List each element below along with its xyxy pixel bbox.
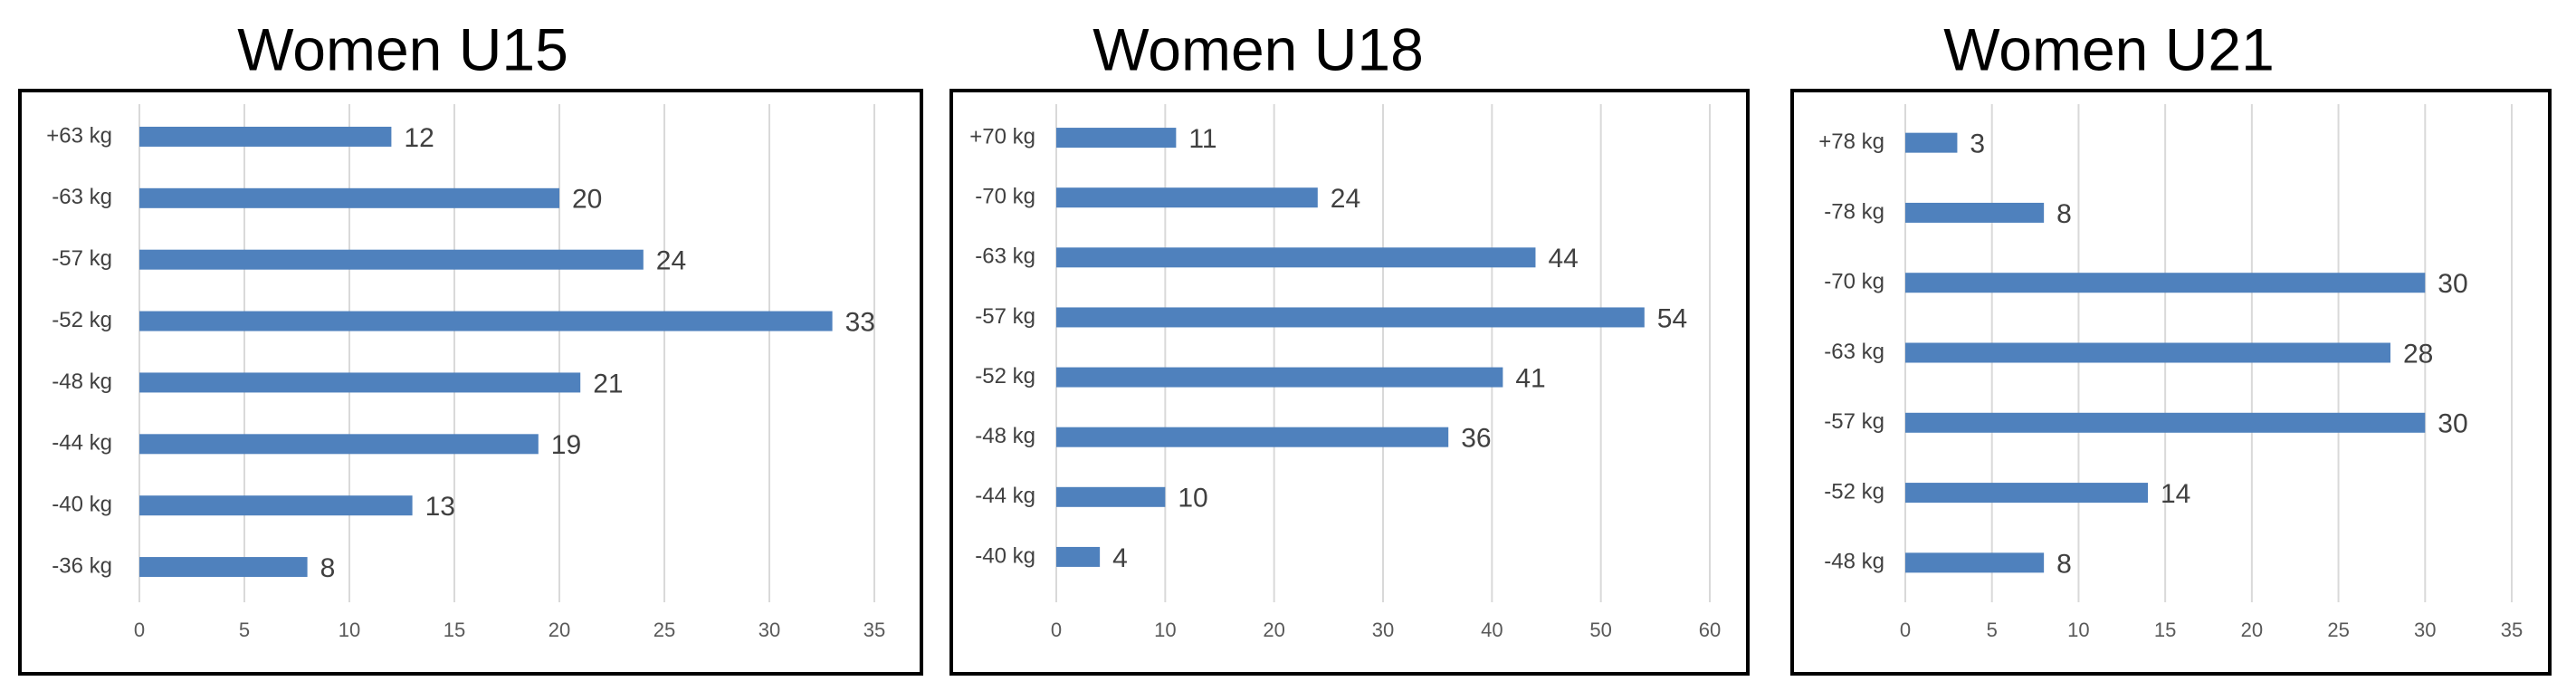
bar (1905, 342, 2390, 363)
data-label: 4 (1112, 543, 1128, 573)
x-tick-label: 5 (1987, 619, 1998, 641)
bar (139, 495, 413, 516)
bar (1056, 187, 1318, 208)
category-label: -52 kg (1824, 479, 1884, 504)
data-label: 30 (2438, 269, 2467, 299)
category-label: -70 kg (1824, 270, 1884, 294)
bar (1056, 367, 1503, 388)
category-label: -70 kg (975, 185, 1035, 209)
data-label: 41 (1515, 363, 1545, 393)
bar (139, 311, 833, 331)
category-label: -48 kg (1824, 550, 1884, 574)
x-tick-label: 25 (2327, 619, 2349, 641)
category-label: +78 kg (1818, 130, 1884, 154)
data-label: 30 (2438, 409, 2467, 439)
bar (1056, 427, 1449, 447)
panel-frame (1790, 89, 2552, 676)
x-tick-label: 40 (1481, 619, 1503, 641)
bar (1056, 307, 1645, 328)
x-tick-label: 50 (1589, 619, 1611, 641)
x-tick-label: 30 (1372, 619, 1394, 641)
data-label: 33 (845, 307, 875, 337)
data-label: 3 (1970, 130, 1985, 159)
data-label: 8 (320, 553, 336, 583)
data-label: 28 (2403, 339, 2433, 369)
category-label: -57 kg (1824, 409, 1884, 434)
bar (139, 434, 539, 455)
chart-title: Women U21 (1943, 15, 2275, 82)
x-tick-label: 15 (2154, 619, 2176, 641)
category-label: -44 kg (52, 431, 112, 456)
bar (139, 372, 581, 393)
category-label: -52 kg (52, 308, 112, 332)
x-tick-label: 20 (549, 619, 570, 641)
category-label: -48 kg (975, 424, 1035, 448)
category-label: -48 kg (52, 369, 112, 394)
x-tick-label: 10 (2067, 619, 2089, 641)
data-label: 11 (1188, 124, 1216, 154)
x-tick-label: 25 (654, 619, 675, 641)
bar (1056, 128, 1177, 149)
data-label: 21 (593, 369, 623, 398)
category-label: -40 kg (975, 543, 1035, 568)
bar (139, 557, 308, 578)
data-label: 54 (1657, 303, 1687, 333)
x-tick-label: 15 (444, 619, 465, 641)
category-label: +63 kg (46, 123, 112, 148)
bar (1056, 486, 1166, 507)
data-label: 8 (2056, 549, 2072, 579)
bar (1905, 132, 1958, 153)
bar (1905, 483, 2148, 504)
x-tick-label: 35 (863, 619, 885, 641)
category-label: -57 kg (975, 304, 1035, 329)
data-label: 14 (2161, 479, 2190, 509)
data-label: 12 (404, 123, 434, 153)
x-tick-label: 30 (2414, 619, 2436, 641)
bar (1905, 273, 2426, 293)
x-tick-label: 0 (1051, 619, 1062, 641)
x-tick-label: 20 (2241, 619, 2263, 641)
bar (139, 187, 559, 208)
data-label: 24 (1331, 184, 1360, 214)
category-label: -78 kg (1824, 199, 1884, 224)
x-tick-label: 0 (134, 619, 145, 641)
x-tick-label: 60 (1699, 619, 1721, 641)
category-label: -52 kg (975, 364, 1035, 389)
data-label: 10 (1178, 484, 1207, 513)
bar (1056, 247, 1536, 268)
bar (139, 249, 644, 270)
chart-title: Women U18 (1092, 15, 1424, 82)
data-label: 13 (425, 492, 455, 522)
x-tick-label: 20 (1263, 619, 1284, 641)
x-tick-label: 35 (2501, 619, 2523, 641)
data-label: 24 (656, 246, 686, 276)
category-label: -44 kg (975, 484, 1035, 508)
category-label: -40 kg (52, 493, 112, 517)
data-label: 44 (1548, 244, 1578, 274)
data-label: 20 (572, 185, 602, 215)
data-label: 36 (1461, 424, 1491, 454)
data-label: 8 (2056, 199, 2072, 229)
x-tick-label: 0 (1900, 619, 1911, 641)
category-label: -63 kg (1824, 340, 1884, 364)
bar (1905, 412, 2426, 433)
bar (139, 126, 392, 147)
category-label: -36 kg (52, 553, 112, 578)
x-tick-label: 30 (758, 619, 780, 641)
category-label: -57 kg (52, 246, 112, 271)
category-label: +70 kg (969, 124, 1035, 149)
category-label: -63 kg (52, 185, 112, 209)
chart-title: Women U15 (237, 15, 568, 82)
category-label: -63 kg (975, 245, 1035, 269)
bar (1056, 546, 1101, 567)
bar (1905, 552, 2045, 573)
x-tick-label: 10 (339, 619, 360, 641)
x-tick-label: 5 (239, 619, 250, 641)
x-tick-label: 10 (1154, 619, 1176, 641)
data-label: 19 (551, 430, 581, 460)
bar (1905, 202, 2045, 223)
